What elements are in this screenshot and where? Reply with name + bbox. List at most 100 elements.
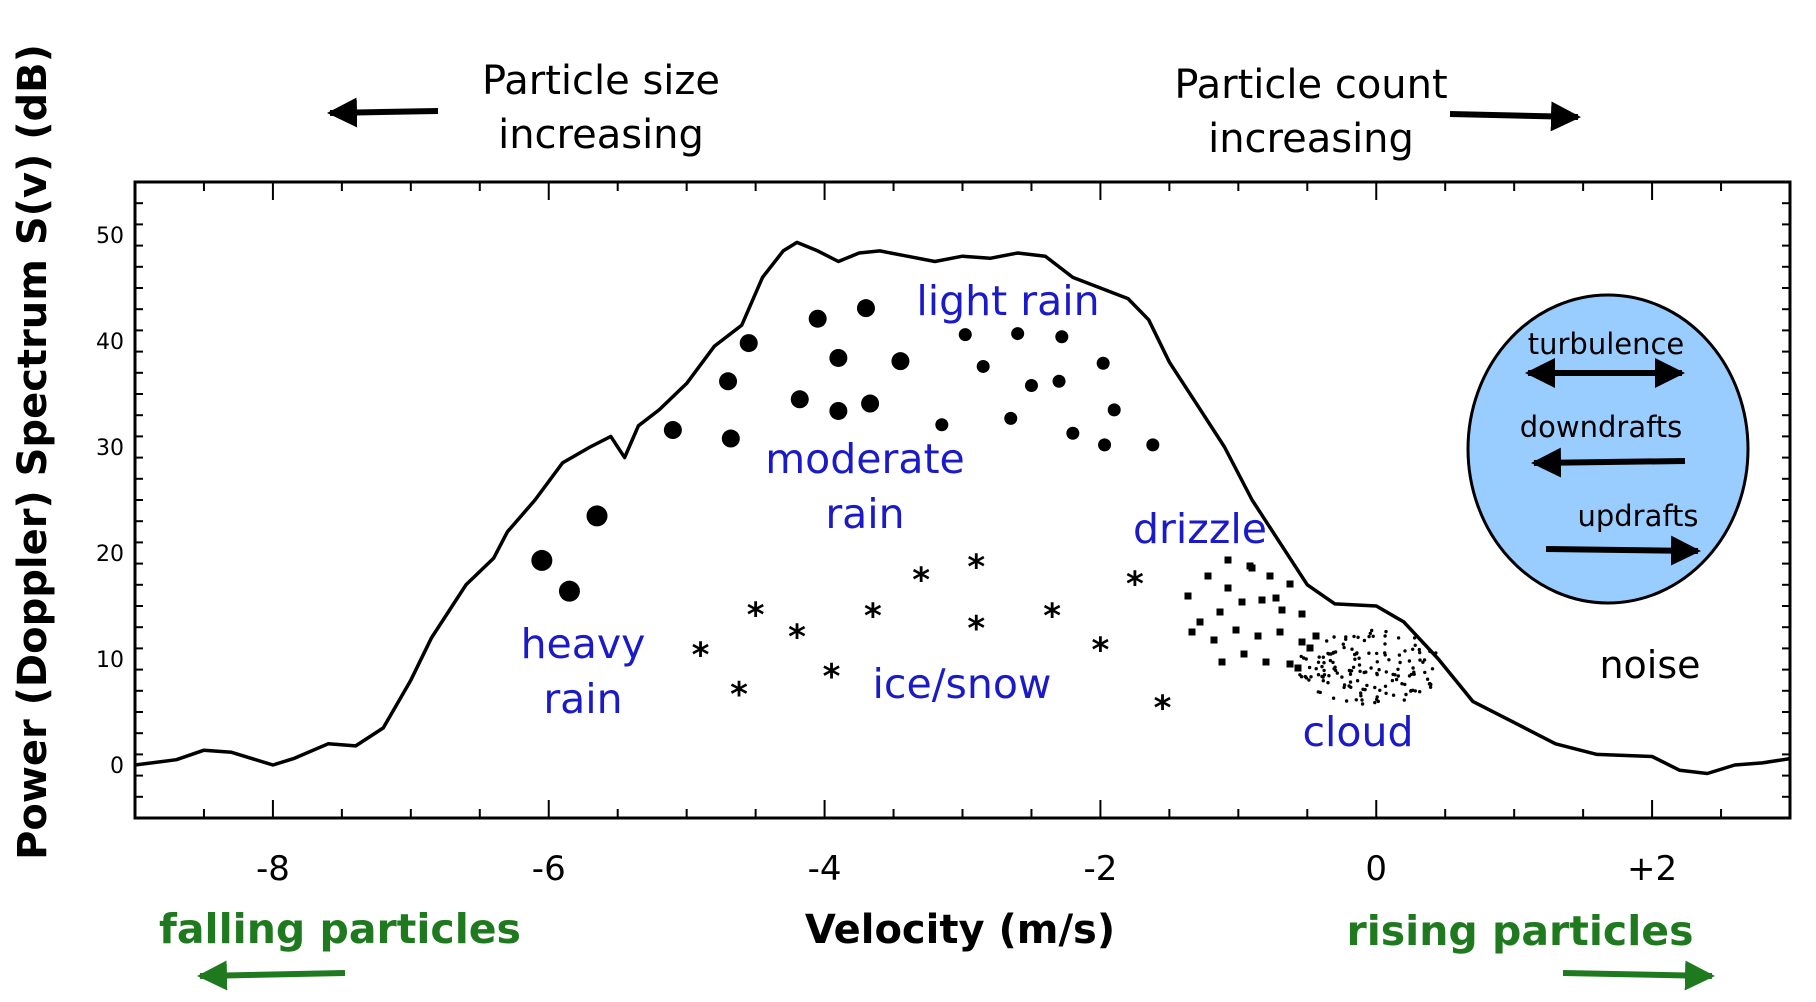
light-rain-drop	[1146, 438, 1160, 452]
drizzle-dot	[1258, 596, 1266, 604]
moderate-rain-drop	[891, 352, 910, 371]
cloud-dot	[1314, 667, 1318, 671]
cloud-dot	[1403, 649, 1407, 653]
y-tick-label: 50	[96, 224, 124, 249]
cloud-dot	[1327, 674, 1331, 678]
rising-particles-label: rising particles	[1347, 907, 1694, 955]
noise-label: noise	[1599, 643, 1700, 687]
cloud-dot	[1428, 649, 1432, 654]
snow-flake: *	[912, 560, 930, 600]
cloud-dot	[1411, 647, 1415, 651]
x-tick-label: +2	[1627, 849, 1677, 889]
cloud-dot	[1362, 638, 1367, 643]
cloud-dot	[1373, 700, 1377, 705]
cloud-dot	[1299, 654, 1303, 659]
drizzle-dot	[1240, 650, 1248, 658]
heavy-rain-label-line1: heavy	[521, 620, 646, 668]
cloud-dot	[1318, 690, 1323, 695]
moderate-rain-drop	[808, 309, 827, 328]
cloud-dot	[1384, 629, 1388, 634]
light-rain-drop	[1011, 327, 1025, 341]
light-rain-drop	[1052, 374, 1066, 388]
drizzle-dot	[1216, 608, 1224, 616]
moderate-rain-drop	[829, 401, 848, 420]
cloud-dot	[1383, 684, 1388, 688]
drizzle-dot	[1276, 628, 1284, 636]
axis-ticks	[134, 181, 1791, 819]
cloud-dot	[1360, 702, 1365, 706]
cloud-dot	[1371, 634, 1375, 638]
cloud-label: cloud	[1302, 708, 1413, 756]
x-tick-labels: -8 -6 -4 -2 0 +2	[256, 849, 1677, 889]
cloud-dots	[1298, 628, 1438, 706]
cloud-dot	[1333, 650, 1338, 654]
cloud-dot	[1348, 669, 1353, 673]
cloud-dot	[1344, 635, 1348, 639]
cloud-dot	[1348, 680, 1353, 684]
drizzle-dot	[1204, 572, 1212, 580]
cloud-dot	[1359, 694, 1363, 698]
heavy-rain-drop	[531, 549, 553, 571]
drizzle-dot	[1266, 572, 1274, 580]
drizzle-dot	[1286, 580, 1294, 588]
moderate-rain-drop	[721, 429, 740, 448]
cloud-dot	[1328, 658, 1333, 663]
legend-updrafts-label: updrafts	[1577, 499, 1698, 533]
cloud-dot	[1316, 673, 1321, 677]
cloud-dot	[1358, 669, 1362, 673]
cloud-dot	[1326, 681, 1330, 685]
cloud-dot	[1375, 660, 1380, 664]
falling-particles-label: falling particles	[159, 905, 521, 953]
cloud-dot	[1320, 664, 1324, 669]
cloud-dot	[1396, 667, 1400, 671]
light-rain-drop	[976, 359, 990, 373]
moderate-rain-drop	[861, 394, 880, 413]
moderate-rain-drop	[856, 299, 875, 318]
x-tick-label: -2	[1083, 849, 1117, 889]
cloud-dot	[1365, 683, 1369, 688]
drizzle-dot	[1272, 594, 1280, 602]
heavy-rain-label-line2: rain	[543, 675, 622, 723]
cloud-dot	[1383, 642, 1387, 646]
cloud-dot	[1412, 670, 1416, 674]
cloud-dot	[1360, 698, 1364, 702]
snow-flake: *	[864, 596, 882, 636]
cloud-dot	[1304, 657, 1308, 661]
cloud-dot	[1383, 651, 1387, 655]
cloud-dot	[1375, 695, 1379, 699]
cloud-dot	[1391, 693, 1396, 697]
y-tick-labels: 0 10 20 30 40 50	[96, 224, 124, 779]
cloud-dot	[1391, 672, 1395, 677]
downdrafts-arrow	[1531, 447, 1686, 478]
legend-downdrafts-label: downdrafts	[1520, 410, 1683, 444]
cloud-dot	[1351, 665, 1356, 669]
light-rain-drop	[1004, 411, 1018, 425]
cloud-dot	[1403, 682, 1407, 687]
cloud-dot	[1309, 675, 1313, 679]
cloud-dot	[1348, 672, 1353, 676]
cloud-dot	[1307, 678, 1311, 682]
cloud-dot	[1425, 677, 1430, 681]
cloud-dot	[1402, 698, 1407, 702]
cloud-dot	[1347, 684, 1351, 688]
cloud-dot	[1396, 674, 1401, 678]
cloud-dot	[1353, 657, 1357, 661]
drizzle-dot	[1286, 660, 1294, 668]
cloud-dot	[1298, 673, 1302, 677]
snow-flake: *	[788, 618, 806, 658]
snow-flake: *	[730, 675, 748, 715]
cloud-dot	[1331, 660, 1335, 665]
drizzle-dot	[1238, 598, 1246, 606]
particle-markers: * * * * * * * * * * * * *	[531, 299, 1172, 729]
cloud-dot	[1331, 696, 1336, 700]
y-axis-label: Power (Doppler) Spectrum S(v) (dB)	[10, 44, 56, 860]
cloud-dot	[1357, 663, 1362, 667]
drizzle-dot	[1298, 638, 1306, 646]
count-increasing-line2: increasing	[1208, 116, 1414, 162]
snow-flake: *	[1154, 689, 1172, 729]
cloud-dot	[1367, 651, 1371, 655]
heavy-rain-drop	[586, 505, 608, 527]
drizzle-dot	[1218, 658, 1226, 666]
cloud-dot	[1367, 634, 1371, 639]
